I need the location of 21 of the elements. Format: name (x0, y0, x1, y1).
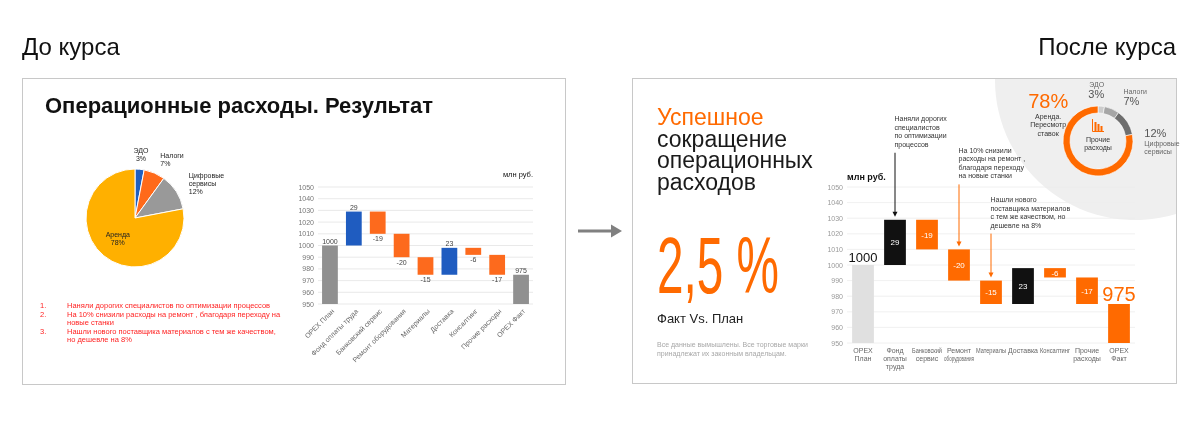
chart-title: Успешное сокращение операционных расходов (657, 104, 814, 196)
data-label: 12% (1144, 127, 1167, 140)
data-label: -20 (953, 261, 966, 270)
data-label: -17 (1081, 286, 1094, 296)
pie-slice (85, 168, 185, 268)
data-label: 29 (890, 238, 900, 248)
data-label: 7% (1123, 95, 1140, 108)
chart-title: Операционные расходы. Результат (45, 93, 434, 118)
text: До курса (22, 33, 121, 60)
data-label: 975 (1102, 283, 1136, 305)
data-label: -6 (1051, 268, 1060, 278)
y-axis-title: млн руб. (847, 172, 886, 182)
text: Факт Vs. План (657, 311, 744, 326)
text: После курса (1038, 33, 1177, 60)
data-label: -15 (985, 288, 998, 298)
data-label: 3% (1088, 88, 1105, 101)
data-label: 23 (1018, 282, 1028, 292)
data-label: -19 (921, 230, 934, 240)
data-label: 78% (1028, 89, 1069, 112)
text: 2,5 % (657, 220, 779, 310)
data-label: 1000 (848, 250, 878, 265)
